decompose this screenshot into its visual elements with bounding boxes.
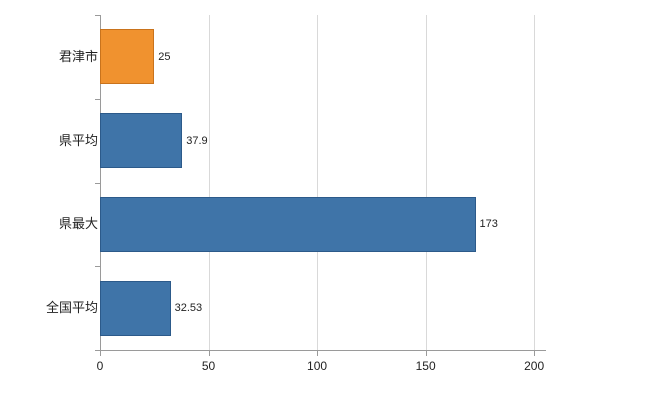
bar-県平均[interactable] [100, 113, 183, 169]
y-axis-tick-1 [95, 98, 100, 100]
bar-row-3: 32.53 [100, 280, 545, 336]
y-axis-tick-2 [95, 182, 100, 184]
bar-value-label-県最大: 173 [479, 218, 498, 231]
gridline-x-200 [534, 15, 536, 350]
gridline-x-100 [317, 15, 319, 350]
bar-君津市[interactable] [100, 29, 155, 85]
bar-row-2: 173 [100, 196, 545, 252]
plot-area: 25 37.9 173 32.53 [100, 15, 545, 350]
x-axis-tick-200 [534, 351, 536, 356]
x-axis-tick-label-0: 0 [96, 359, 104, 373]
bar-県最大[interactable] [100, 196, 476, 252]
category-label-県最大: 県最大 [58, 216, 98, 232]
y-axis-tick-end [95, 350, 100, 351]
bar-row-0: 25 [100, 29, 545, 85]
category-label-君津市: 君津市 [58, 48, 98, 64]
bar-全国平均[interactable] [100, 280, 171, 336]
x-axis-tick-label-200: 200 [524, 359, 545, 373]
x-axis-tick-50 [208, 351, 210, 356]
bar-row-1: 37.9 [100, 113, 545, 169]
x-axis-tick-label-150: 150 [415, 359, 436, 373]
x-axis-tick-0 [100, 351, 101, 356]
bar-value-label-君津市: 25 [158, 50, 171, 63]
y-axis-tick-0 [95, 15, 100, 16]
category-label-県平均: 県平均 [58, 132, 98, 148]
x-axis-tick-150 [425, 351, 427, 356]
x-axis-tick-100 [317, 351, 319, 356]
bar-value-label-全国平均: 32.53 [174, 302, 203, 315]
x-axis-tick-label-100: 100 [307, 359, 328, 373]
y-axis-tick-3 [95, 266, 100, 268]
gridline-x-150 [425, 15, 427, 350]
gridline-x-50 [208, 15, 210, 350]
x-axis-tick-label-50: 50 [201, 359, 216, 373]
category-label-全国平均: 全国平均 [45, 300, 98, 316]
y-axis-line [100, 15, 101, 350]
x-axis-line [100, 350, 546, 351]
bar-value-label-県平均: 37.9 [186, 134, 208, 147]
